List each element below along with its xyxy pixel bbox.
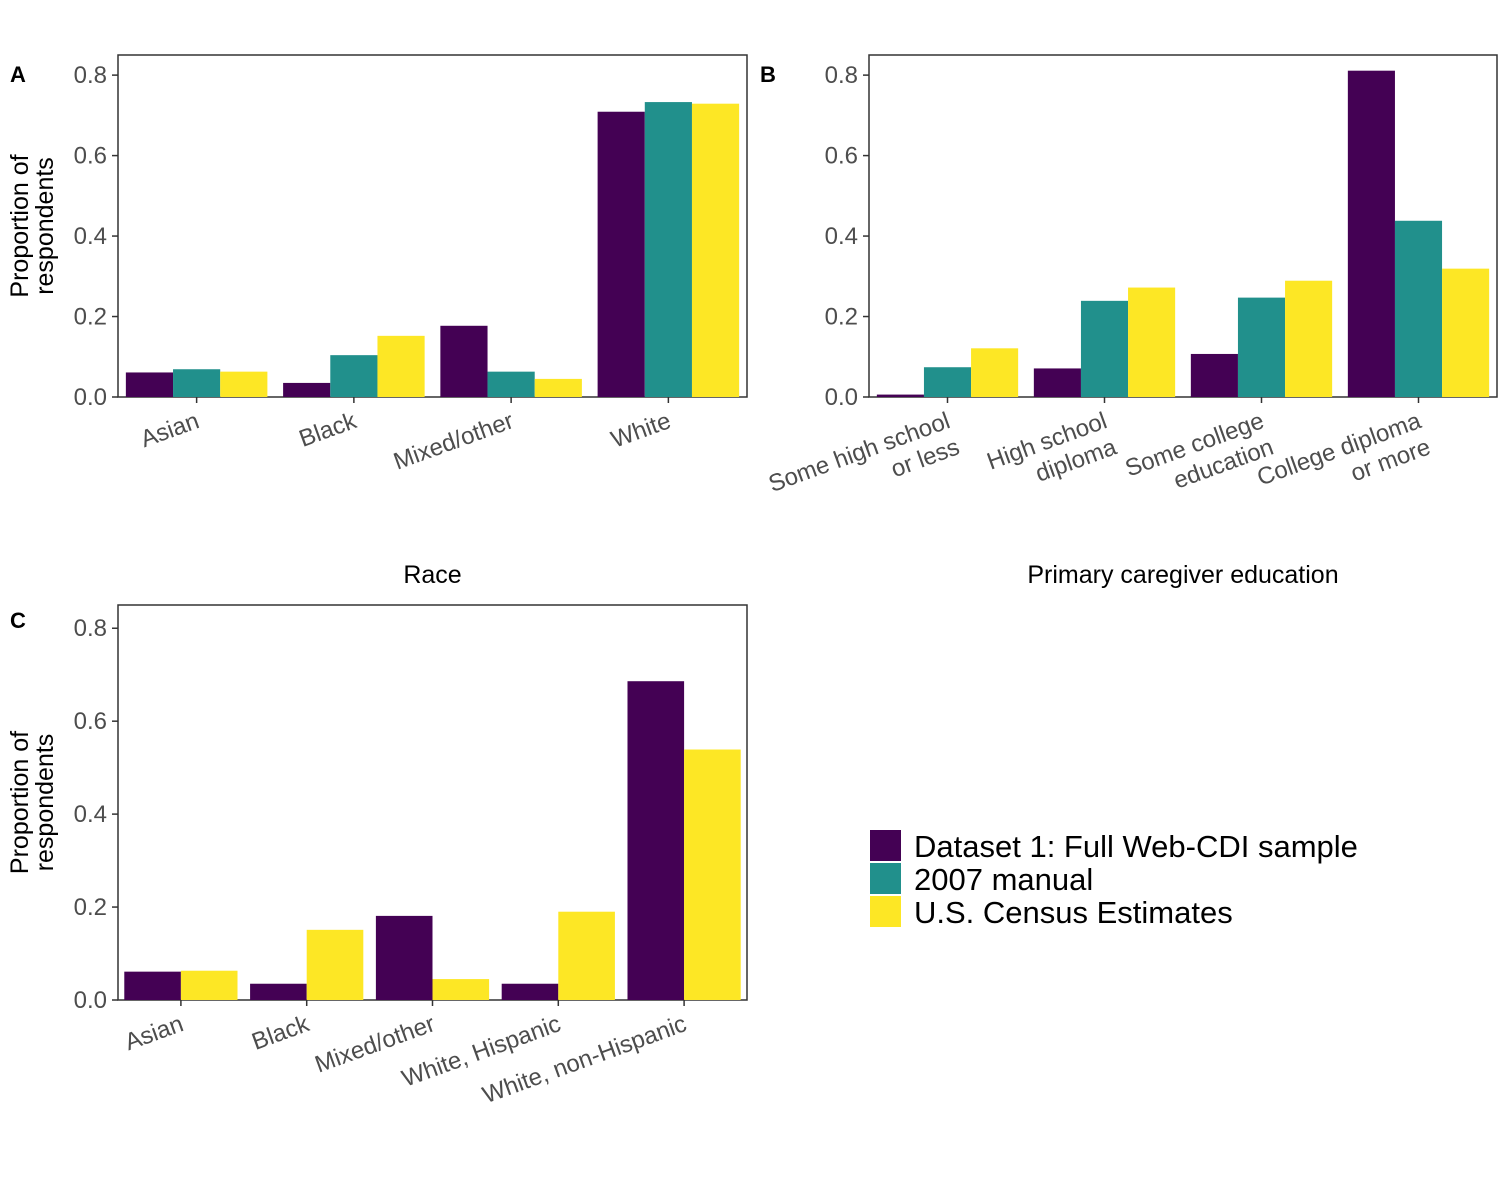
- bar-a-s2-c0: [220, 371, 268, 397]
- y-tick-label: 0.0: [825, 384, 858, 411]
- legend-key: [870, 830, 901, 861]
- bar-c-s1-c3: [558, 911, 615, 1000]
- bar-b-s1-c1: [1080, 300, 1129, 397]
- bar-a-s1-c0: [173, 369, 221, 397]
- bar-b-s0-c2: [1190, 353, 1238, 397]
- bar-a-s1-c3: [644, 102, 692, 398]
- y-axis-title: Proportion ofrespondents: [6, 154, 59, 297]
- bar-b-s2-c3: [1442, 268, 1490, 397]
- chart-panel-b: B 0.0 0.2 0.4 0.6 0.8 Some high schoolor less H…: [760, 54, 1498, 589]
- bar-b-s1-c2: [1237, 297, 1286, 397]
- bar-c-s0-c2: [375, 915, 433, 1000]
- panel-border: [868, 54, 1498, 398]
- y-axis-title: Proportion ofrespondents: [6, 731, 59, 874]
- bar-c-s1-c1: [306, 929, 364, 1000]
- x-tick-label: Asian: [137, 407, 203, 453]
- y-tick-label: 0.6: [74, 143, 107, 170]
- y-tick-label: 0.8: [74, 615, 107, 642]
- bar-c-s0-c1: [250, 983, 307, 1000]
- x-axis-title: Race: [403, 561, 461, 589]
- panels: A 0.0 0.2 0.4 0.6 0.8 Asian Black Mixed/other Whi…: [6, 54, 1498, 1109]
- bar-b-s1-c0: [923, 367, 972, 397]
- y-tick-label: 0.2: [825, 304, 858, 331]
- x-tick-label: High schooldiploma: [983, 407, 1120, 502]
- y-tick-label: 0.6: [825, 143, 858, 170]
- bar-c-s0-c0: [124, 971, 181, 1000]
- y-tick-label: 0.8: [825, 62, 858, 89]
- panel-tag: B: [760, 62, 776, 87]
- x-tick-label: Black: [248, 1010, 313, 1056]
- bar-c-s1-c0: [180, 970, 238, 1000]
- y-tick-label: 0.2: [74, 304, 107, 331]
- x-tick-label: Mixed/other: [390, 407, 517, 475]
- x-tick-label: White, non-Hispanic: [479, 1010, 690, 1109]
- x-tick-label: Asian: [121, 1010, 187, 1056]
- bar-c-s1-c2: [432, 979, 490, 1000]
- bar-b-s2-c1: [1128, 287, 1176, 397]
- bar-c-s1-c4: [684, 749, 741, 1000]
- bar-b-s0-c1: [1033, 368, 1081, 397]
- bar-a-s2-c3: [691, 103, 740, 398]
- legend-key: [870, 863, 901, 894]
- y-tick-label: 0.6: [74, 708, 107, 735]
- bar-b-s2-c2: [1285, 280, 1333, 397]
- bar-a-s1-c1: [330, 355, 378, 397]
- y-tick-label: 0.4: [825, 223, 858, 250]
- legend-label: Dataset 1: Full Web-CDI sample: [914, 829, 1358, 864]
- bar-a-s0-c0: [125, 372, 174, 397]
- x-tick-label: Black: [296, 407, 361, 453]
- panel-tag: A: [10, 62, 26, 87]
- chart-panel-a: A 0.0 0.2 0.4 0.6 0.8 Asian Black Mixed/other Whi…: [6, 54, 748, 589]
- bar-b-s0-c0: [876, 394, 924, 397]
- x-tick-label: White: [608, 407, 675, 453]
- x-axis-title: Primary caregiver education: [1027, 561, 1338, 589]
- x-tick-label: Some high schoolor less: [765, 407, 963, 524]
- y-tick-label: 0.8: [74, 62, 107, 89]
- bar-a-s2-c1: [377, 335, 425, 397]
- y-tick-label: 0.4: [74, 801, 107, 828]
- x-tick-label: Some collegeeducation: [1122, 407, 1277, 508]
- bar-a-s0-c3: [597, 111, 645, 398]
- y-tick-label: 0.4: [74, 223, 107, 250]
- bar-b-s1-c3: [1394, 220, 1443, 397]
- y-tick-label: 0.0: [74, 384, 107, 411]
- legend-label: 2007 manual: [914, 862, 1093, 897]
- bar-b-s2-c0: [971, 348, 1019, 397]
- legend-label: U.S. Census Estimates: [914, 895, 1233, 930]
- bar-a-s1-c2: [487, 371, 535, 397]
- bar-a-s0-c2: [440, 325, 488, 397]
- panel-border: [117, 54, 748, 398]
- y-tick-label: 0.2: [74, 894, 107, 921]
- y-tick-label: 0.0: [74, 987, 107, 1014]
- bar-a-s2-c2: [534, 378, 582, 397]
- x-tick-label: College diplomaor more: [1254, 407, 1435, 518]
- legend-key: [870, 896, 901, 927]
- bar-a-s0-c1: [283, 382, 331, 397]
- panel-tag: C: [10, 608, 26, 633]
- bar-c-s0-c4: [627, 681, 685, 1000]
- bar-b-s0-c3: [1347, 70, 1395, 397]
- bar-c-s0-c3: [501, 983, 559, 1000]
